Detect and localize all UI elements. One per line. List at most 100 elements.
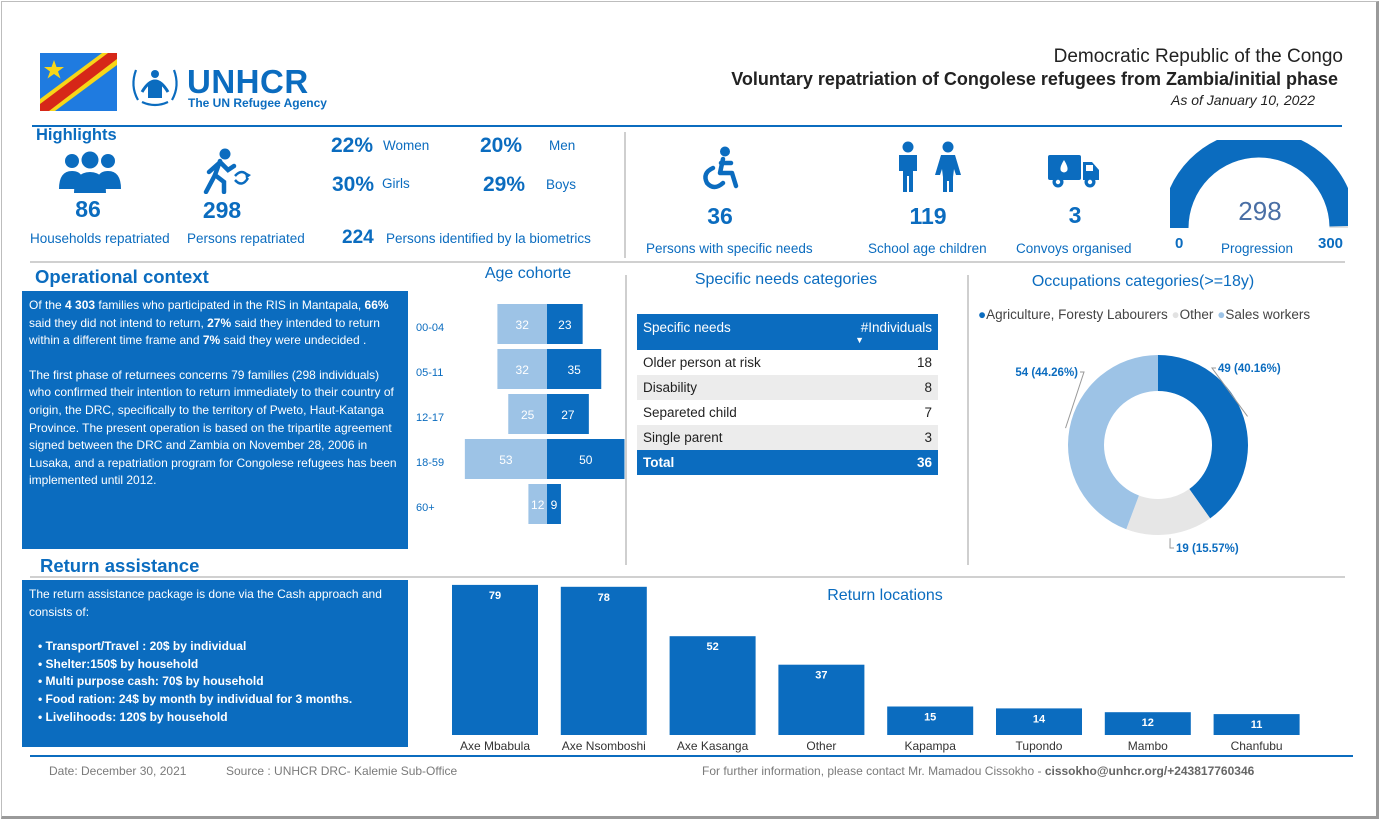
person-walking-return-icon <box>203 148 251 194</box>
donut-leader-line <box>1211 367 1248 417</box>
location-tick-label: Mambo <box>1128 739 1168 753</box>
operational-context-title: Operational context <box>35 266 209 287</box>
location-bar <box>669 636 756 735</box>
age-bar-left <box>497 349 547 389</box>
list-item: • Transport/Travel : 20$ by individual <box>38 639 247 654</box>
accessibility-icon <box>703 146 739 190</box>
convoys-value: 3 <box>1068 202 1082 228</box>
progression-label: Progression <box>1221 241 1294 256</box>
legend-dot-sales: ● <box>1217 307 1226 322</box>
table-row: Single parent 3 <box>637 425 938 450</box>
specific-needs-label: Persons with specific needs <box>646 241 813 256</box>
women-label: Women <box>383 138 430 153</box>
age-tick-label: 18-59 <box>416 457 444 469</box>
section-divider-2 <box>30 576 1345 578</box>
location-tick-label: Axe Kasanga <box>677 739 749 753</box>
location-value-label: 37 <box>815 670 827 682</box>
age-value-left: 32 <box>516 363 530 377</box>
location-value-label: 11 <box>1251 719 1263 731</box>
footer-divider <box>30 755 1353 757</box>
country-title: Democratic Republic of the Congo <box>1053 46 1343 67</box>
age-cohorte-chart: 00-04 32 23 05-11 32 35 12-17 25 27 18-59 53 50 60+ 1… <box>416 304 625 524</box>
legend-dot-agriculture: ● <box>978 307 987 322</box>
drc-flag <box>40 53 117 111</box>
footer-contact: For further information, please contact … <box>702 764 1255 778</box>
men-pct: 20% <box>480 134 523 157</box>
age-value-left: 12 <box>531 498 545 512</box>
households-label: Households repatriated <box>30 231 170 246</box>
return-assistance-text: The return assistance package is done vi… <box>22 580 408 747</box>
section-divider-1 <box>30 261 1345 263</box>
location-bar <box>1104 712 1191 735</box>
school-age-value: 119 <box>909 203 947 229</box>
location-bar <box>1213 714 1300 735</box>
header-divider <box>32 125 1342 127</box>
location-value-label: 52 <box>706 641 718 653</box>
legend-sales[interactable]: Sales workers <box>1225 307 1311 322</box>
location-bar <box>560 586 647 735</box>
location-value-label: 15 <box>924 712 936 724</box>
age-bar-left <box>528 484 547 524</box>
list-item: • Livelihoods: 120$ by household <box>38 709 228 724</box>
list-item: • Food ration: 24$ by month by individua… <box>38 691 353 706</box>
age-value-left: 53 <box>499 453 513 467</box>
return-locations-chart: 79 Axe Mbabula 78 Axe Nsomboshi 52 Axe Kasang… <box>452 584 1300 753</box>
age-bar-right <box>547 304 583 344</box>
location-bar <box>778 664 865 735</box>
location-value-label: 14 <box>1033 713 1046 725</box>
age-value-right: 9 <box>551 498 558 512</box>
location-tick-label: Axe Nsomboshi <box>562 739 646 753</box>
contact-email-link[interactable]: cissokho@unhcr.org/+243817760346 <box>1044 764 1255 778</box>
occupations-title: Occupations categories(>=18y) <box>1031 273 1255 290</box>
legend-other[interactable]: Other <box>1179 307 1214 322</box>
assistance-list: • Transport/Travel : 20$ by individual •… <box>29 638 401 726</box>
list-item: • Multi purpose cash: 70$ by household <box>38 674 264 689</box>
location-value-label: 78 <box>598 592 610 604</box>
age-value-left: 32 <box>516 318 530 332</box>
age-bar-left <box>508 394 547 434</box>
context-paragraph-1: Of the 4 303 families who participated i… <box>29 298 389 348</box>
school-age-label: School age children <box>868 241 987 256</box>
convoys-label: Convoys organised <box>1016 241 1132 256</box>
donut-leader-line <box>1169 538 1174 549</box>
age-tick-label: 12-17 <box>416 412 444 424</box>
unhcr-logo-text: UNHCR <box>187 63 309 100</box>
specific-needs-table: Specific needs #Individuals ▼ Older perso… <box>637 314 938 475</box>
occupations-donut-chart: 49 (40.16%) 19 (15.57%) 54 (44.26%) <box>1015 355 1281 555</box>
location-tick-label: Tupondo <box>1016 739 1063 753</box>
col-individuals[interactable]: #Individuals ▼ <box>855 320 932 345</box>
progression-value: 298 <box>1238 196 1282 226</box>
table-row: Separeted child 7 <box>643 405 932 420</box>
return-assistance-title: Return assistance <box>40 555 200 576</box>
age-bar-left <box>497 304 547 344</box>
unhcr-emblem-icon <box>132 69 178 107</box>
occupations-legend: ●Agriculture, Foresty Labourers ●Other ●… <box>978 307 1310 322</box>
sort-down-icon[interactable]: ▼ <box>855 335 864 345</box>
location-bar <box>887 706 974 735</box>
donut-value-label: 54 (44.26%) <box>1015 367 1078 379</box>
age-bar-right <box>547 439 625 479</box>
age-value-right: 27 <box>561 408 575 422</box>
biometrics-label: Persons identified by la biometrics <box>386 231 591 246</box>
legend-dot-other: ● <box>1171 307 1180 322</box>
col-specific-needs[interactable]: Specific needs <box>643 320 731 335</box>
divider-needs-occupations <box>967 275 969 565</box>
specific-needs-value: 36 <box>707 203 733 229</box>
unhcr-logo-sub: The UN Refugee Agency <box>188 96 327 110</box>
age-value-right: 35 <box>567 363 581 377</box>
legend-agriculture[interactable]: Agriculture, Foresty Labourers <box>986 307 1168 322</box>
age-bar-right <box>547 394 589 434</box>
progression-max: 300 <box>1318 235 1344 252</box>
footer-source: Source : UNHCR DRC- Kalemie Sub-Office <box>226 764 458 778</box>
footer-date: Date: December 30, 2021 <box>49 764 187 778</box>
location-value-label: 79 <box>489 590 501 602</box>
location-bar <box>452 584 538 735</box>
boys-pct: 29% <box>483 173 526 196</box>
location-bar <box>996 708 1082 735</box>
list-item: • Shelter:150$ by household <box>38 656 199 671</box>
location-tick-label: Kapampa <box>905 739 957 753</box>
people-group-icon <box>59 151 121 193</box>
age-tick-label: 60+ <box>416 502 435 514</box>
table-row: Disability 8 <box>637 375 938 400</box>
boys-label: Boys <box>546 177 577 192</box>
